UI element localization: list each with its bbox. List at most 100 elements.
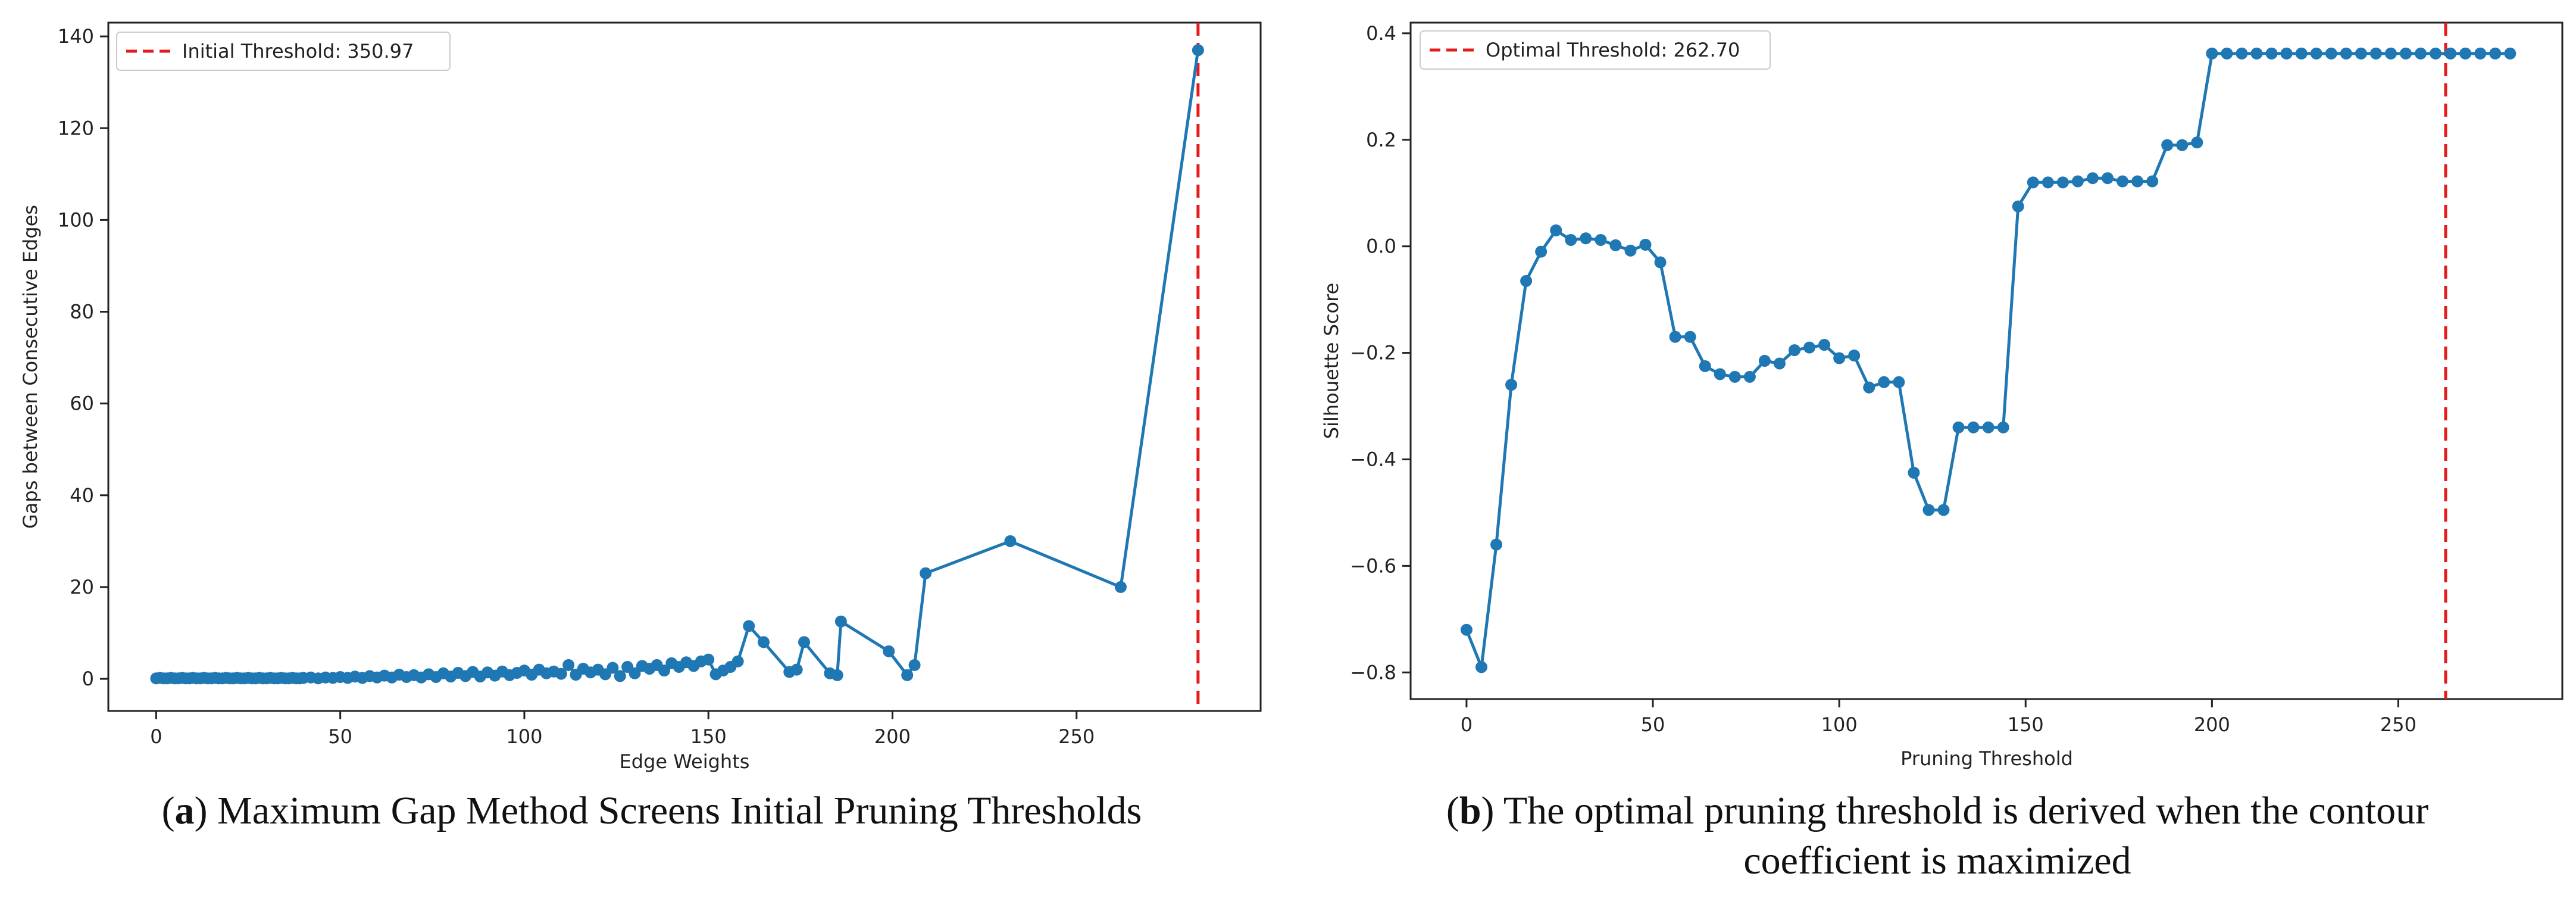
panel-a-ytick-label: 80	[70, 301, 94, 323]
panel-a-data-point	[1192, 44, 1204, 57]
panel-b-ytick-label: −0.6	[1350, 554, 1396, 577]
panel-b-data-point	[1758, 355, 1771, 367]
panel-a-ytick-label: 140	[58, 25, 94, 48]
panel-b-data-point	[1505, 379, 1518, 391]
panel-b-ytick-label: −0.4	[1350, 448, 1396, 470]
panel-a-data-point	[743, 620, 755, 632]
panel-b-legend-box	[1420, 30, 1771, 70]
panel-a-legend-box	[116, 32, 451, 71]
panel-a-data-point	[555, 667, 567, 680]
panel-b-legend: Optimal Threshold: 262.70	[1420, 30, 1771, 70]
panel-b-data-point	[2384, 47, 2397, 60]
panel-b-ytick-label: 0.4	[1366, 22, 1396, 45]
panel-b-data-point	[1937, 504, 1950, 516]
panel-b-data-point	[1952, 421, 1965, 433]
panel-b-data-point	[2415, 47, 2427, 60]
panel-b-data-point	[1699, 360, 1711, 372]
panel-a-series-line	[156, 49, 1200, 680]
panel-a-data-point	[883, 645, 895, 657]
panel-b-data-point	[2086, 172, 2099, 185]
panel-b-data-point	[2146, 175, 2159, 188]
panel-b-data-point	[2280, 47, 2293, 60]
panel-b-data-point	[1848, 350, 1861, 362]
panel-a-data-point	[1114, 581, 1127, 593]
caption-b: (b) The optimal pruning threshold is der…	[1446, 789, 2429, 882]
panel-a-legend: Initial Threshold: 350.97	[116, 32, 451, 71]
panel-b-xtick-label: 250	[2380, 713, 2416, 736]
caption-b-text-line2: coefficient is maximized	[1743, 839, 2131, 882]
panel-b-data-point	[1520, 274, 1533, 287]
panel-a-data-point	[757, 636, 770, 648]
panel-a-data-point	[1004, 535, 1017, 547]
panel-b-data-point	[1565, 233, 1577, 246]
panel-b-data-point	[1863, 381, 1875, 394]
panel-b-data-point	[1878, 376, 1890, 388]
caption-a-letter: a	[174, 789, 195, 832]
panel-b-xtick-label: 0	[1461, 713, 1473, 736]
panel-b-data-point	[1773, 357, 1786, 370]
panel-b-plot-frame	[1409, 21, 2564, 700]
panel-b-data-point	[1595, 233, 1607, 246]
panel-b-xtick-label: 50	[1641, 713, 1665, 736]
panel-a-ytick-label: 120	[58, 117, 94, 139]
panel-a-data-point	[614, 670, 626, 682]
panel-b-data-point	[1997, 421, 2009, 433]
panel-a-data-point	[901, 669, 914, 681]
panel-a-data-point	[834, 615, 847, 628]
panel-a-xtick-label: 200	[874, 725, 911, 748]
panel-b-data-point	[2161, 139, 2174, 151]
panel-b-data-point	[2310, 47, 2322, 60]
panel-b-data-point	[1654, 256, 1667, 269]
panel-b-data-point	[2206, 47, 2218, 60]
panel-b-data-point	[1833, 352, 1846, 364]
panel-b-data-point	[1789, 344, 1800, 357]
panel-b-data-point	[2459, 47, 2472, 60]
panel-b-data-point	[2444, 47, 2457, 60]
panel-b-data-point	[2102, 172, 2114, 185]
panel-b-data-point	[1728, 370, 1741, 383]
panel-a-data-point	[908, 659, 921, 671]
panel-b-data-point	[1714, 368, 1726, 380]
panel-b-data-point	[2236, 47, 2248, 60]
panel-a-ytick-label: 0	[82, 667, 94, 690]
panel-b-data-point	[2474, 47, 2487, 60]
panel-a-legend-label: Initial Threshold: 350.97	[182, 40, 414, 63]
panel-b-data-point	[1669, 330, 1681, 343]
panel-a-xtick-label: 0	[150, 725, 162, 748]
panel-b-data-point	[1803, 341, 1816, 354]
panel-b-data-point	[2056, 176, 2069, 189]
panel-b-xtick-label: 200	[2194, 713, 2230, 736]
panel-a-data-point	[731, 655, 744, 667]
panel-b-ytick-label: 0.2	[1366, 129, 1396, 151]
panel-b-ytick-label: 0.0	[1366, 235, 1396, 258]
panel-b-data-point	[1922, 504, 1935, 516]
panel-a-xtick-label: 250	[1058, 725, 1095, 748]
panel-b-data-point	[1535, 245, 1548, 258]
panel-b-xlabel: Pruning Threshold	[1900, 747, 2073, 770]
panel-a-data-point	[562, 659, 575, 671]
panel-b-data-point	[1967, 421, 1980, 433]
panel-b-ytick-label: −0.2	[1350, 342, 1396, 364]
panel-a-ytick-label: 60	[70, 392, 94, 415]
panel-b-data-point	[2489, 47, 2502, 60]
panel-b-data-point	[1475, 661, 1487, 673]
panel-b-series-line	[1465, 52, 2511, 668]
panel-b-data-point	[2369, 47, 2382, 60]
panel-b-data-point	[2117, 175, 2129, 188]
panel-a-chart: 0 50 100 150 200 250 0 20 40 60 80 100 120 140 Edge W…	[19, 21, 1262, 773]
panel-b-xtick-label: 100	[1821, 713, 1858, 736]
panel-a-data-point	[831, 669, 843, 681]
caption-a-text: Maximum Gap Method Screens Initial Pruni…	[207, 789, 1142, 832]
panel-b-data-point	[2176, 139, 2189, 151]
panel-b-data-point	[2325, 47, 2337, 60]
panel-b-data-point	[1550, 224, 1562, 236]
panel-a-ytick-label: 40	[70, 484, 94, 507]
panel-b-data-point	[2012, 200, 2024, 213]
panel-b-data-point	[2399, 47, 2412, 60]
panel-a-xlabel: Edge Weights	[620, 750, 750, 773]
panel-a-data-point	[702, 653, 715, 666]
panel-a-data-point	[607, 662, 619, 674]
panel-a-ytick-label: 100	[58, 208, 94, 231]
panel-a-ylabel: Gaps between Consecutive Edges	[19, 205, 42, 529]
panel-b-data-point	[1893, 376, 1905, 388]
